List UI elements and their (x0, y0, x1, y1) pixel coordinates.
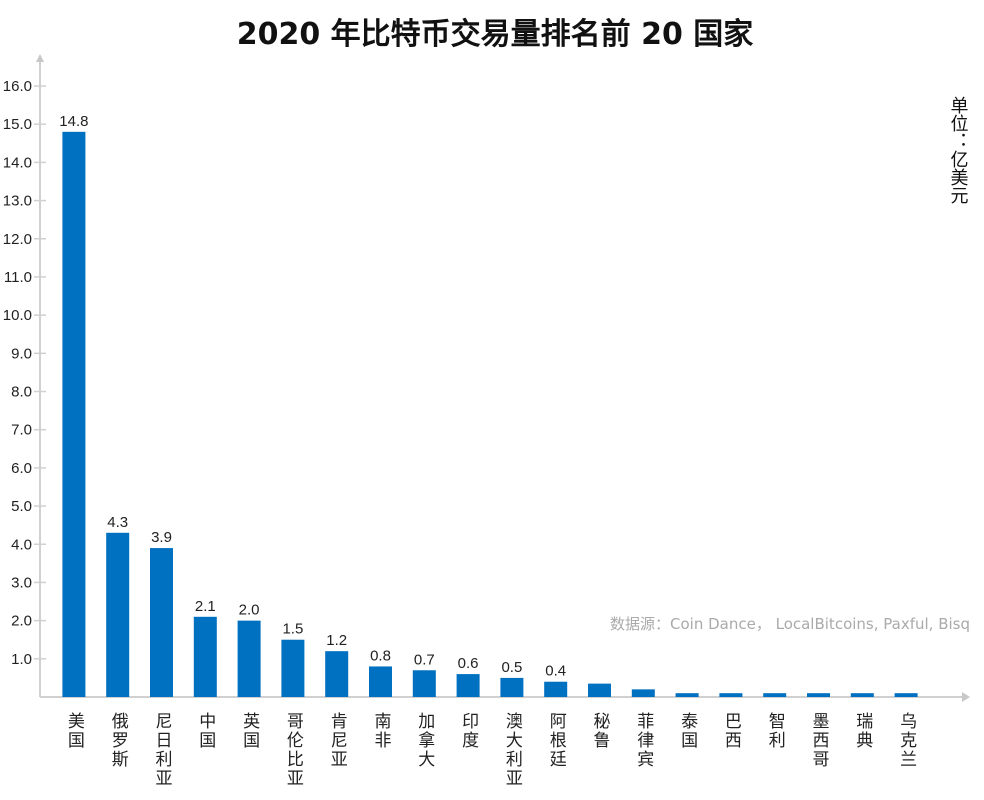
bar (894, 693, 918, 697)
data-label: 2.1 (195, 598, 216, 615)
bar (675, 693, 699, 697)
bar (500, 677, 524, 697)
data-label: 0.5 (501, 659, 522, 676)
unit-label: 单位：亿美元 (948, 96, 969, 204)
y-tick-label: 15.0 (3, 116, 32, 133)
x-tick-label: 澳大利亚 (502, 712, 523, 788)
data-label: 0.6 (458, 655, 479, 672)
bar (588, 683, 611, 697)
x-tick-label: 泰国 (677, 712, 698, 750)
x-tick-label: 秘鲁 (590, 712, 611, 750)
y-tick-label: 12.0 (3, 231, 32, 248)
y-tick-label: 11.0 (4, 269, 32, 286)
bar (807, 693, 830, 697)
bar (544, 681, 568, 697)
y-tick-label: 4.0 (11, 536, 32, 553)
x-tick-label: 智利 (765, 712, 786, 750)
x-tick-label: 加拿大 (414, 712, 435, 769)
bar (456, 674, 480, 697)
data-label: 0.4 (545, 663, 566, 680)
x-tick-label: 肯尼亚 (327, 712, 348, 769)
chart-title: 2020 年比特币交易量排名前 20 国家 (237, 17, 754, 52)
y-tick-label: 16.0 (3, 78, 32, 95)
x-tick-label: 中国 (195, 712, 215, 750)
source-note: 数据源：Coin Dance， LocalBitcoins, Paxful, B… (610, 615, 970, 633)
x-tick-label: 俄罗斯 (108, 712, 129, 769)
y-tick-label: 3.0 (11, 574, 32, 591)
x-tick-label: 瑞典 (852, 712, 873, 750)
y-tick-label: 13.0 (3, 193, 32, 210)
y-tick-label: 7.0 (11, 422, 32, 439)
data-label: 14.8 (59, 113, 88, 130)
bar (412, 670, 436, 697)
x-tick-label: 巴西 (721, 712, 741, 750)
bar (237, 620, 261, 697)
bar (850, 693, 874, 697)
bar (193, 616, 217, 697)
x-tick-label: 墨西哥 (809, 712, 830, 769)
x-axis-arrow-icon (962, 692, 970, 702)
x-tick-label: 美国 (64, 712, 85, 750)
y-axis-arrow-icon (36, 54, 44, 62)
data-label: 0.7 (414, 651, 435, 668)
bar (281, 639, 305, 697)
data-label: 0.8 (370, 647, 391, 664)
bar (106, 532, 130, 697)
y-tick-label: 6.0 (11, 460, 32, 477)
x-tick-label: 英国 (239, 712, 260, 750)
x-tick-label: 印度 (458, 712, 479, 750)
x-tick-label: 乌克兰 (896, 712, 917, 769)
bar (62, 131, 86, 697)
y-tick-label: 10.0 (3, 307, 32, 324)
y-tick-label: 14.0 (3, 154, 32, 171)
y-tick-label: 1.0 (11, 651, 32, 668)
x-tick-label: 南非 (371, 712, 392, 750)
y-tick-label: 2.0 (11, 613, 32, 630)
bar (763, 693, 787, 697)
bar (325, 651, 349, 697)
x-tick-label: 尼日利亚 (152, 712, 173, 788)
data-label: 1.2 (326, 632, 347, 649)
bar (369, 666, 392, 697)
bar (631, 689, 655, 697)
data-label: 2.0 (239, 602, 260, 619)
data-label: 1.5 (282, 621, 303, 638)
x-tick-label: 菲律宾 (633, 712, 654, 769)
y-tick-label: 9.0 (11, 345, 32, 362)
bar (719, 693, 743, 697)
bar (150, 548, 173, 697)
y-tick-label: 5.0 (11, 498, 32, 515)
data-label: 4.3 (107, 514, 128, 531)
x-tick-label: 阿根廷 (546, 712, 567, 769)
data-label: 3.9 (151, 529, 172, 546)
x-tick-label: 哥伦比亚 (283, 712, 304, 788)
y-tick-label: 8.0 (11, 384, 32, 401)
